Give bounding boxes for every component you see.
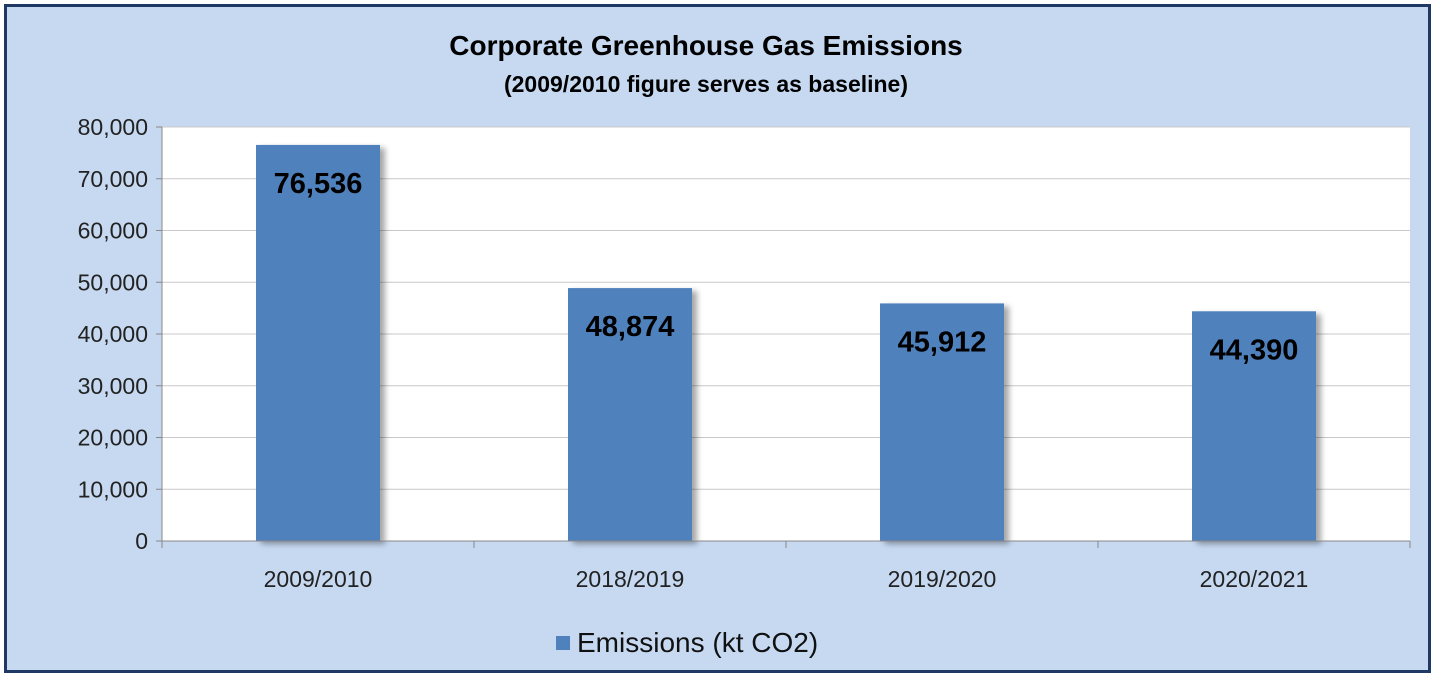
bar-2009-2010: [256, 144, 380, 541]
chart-title: Corporate Greenhouse Gas Emissions: [449, 30, 963, 61]
y-tick-label: 20,000: [78, 425, 148, 451]
y-tick-label: 10,000: [78, 476, 148, 502]
x-axis: 2009/2010 2018/2019 2019/2020 2020/2021: [161, 540, 1411, 592]
x-tick-label: 2020/2021: [1200, 566, 1309, 592]
bar-2020-2021: [1192, 311, 1316, 541]
y-tick-label: 60,000: [78, 218, 148, 244]
data-label: 45,912: [898, 326, 987, 358]
legend-swatch: [556, 636, 570, 650]
legend: Emissions (kt CO2): [556, 627, 818, 658]
x-tick-label: 2018/2019: [576, 566, 685, 592]
y-tick-label: 0: [135, 528, 148, 554]
bar-2018-2019: [568, 288, 692, 541]
y-tick-label: 80,000: [78, 114, 148, 140]
x-tick-label: 2019/2020: [888, 566, 997, 592]
y-tick-label: 30,000: [78, 373, 148, 399]
chart-subtitle: (2009/2010 figure serves as baseline): [504, 71, 908, 97]
bars: 76,536 48,874 45,912 44,390: [256, 144, 1316, 541]
y-tick-label: 50,000: [78, 269, 148, 295]
y-tick-label: 70,000: [78, 166, 148, 192]
data-label: 48,874: [586, 311, 675, 343]
bar-2019-2020: [880, 303, 1004, 541]
legend-label: Emissions (kt CO2): [577, 627, 818, 658]
x-tick-label: 2009/2010: [264, 566, 373, 592]
data-label: 76,536: [274, 168, 363, 200]
y-tick-label: 40,000: [78, 321, 148, 347]
data-label: 44,390: [1210, 334, 1299, 366]
y-axis-ticks: 0 10,000 20,000 30,000 40,000 50,000 60,000 70,…: [78, 114, 163, 554]
